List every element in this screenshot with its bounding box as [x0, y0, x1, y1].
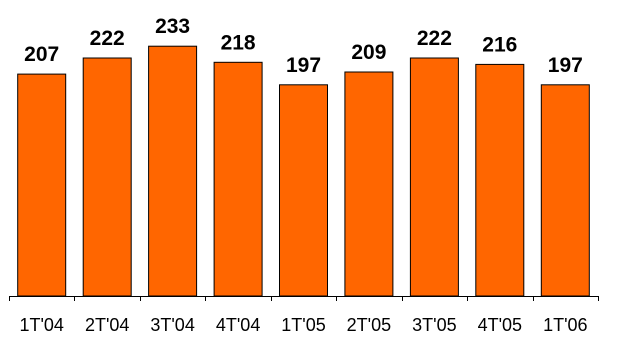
bar — [540, 84, 590, 297]
bar — [475, 63, 525, 297]
bar-value-label: 197 — [548, 54, 583, 77]
bar-value-label: 222 — [417, 27, 452, 50]
bar-value-label: 207 — [24, 43, 59, 66]
x-tick-label: 2T'05 — [347, 315, 391, 335]
x-tick-label: 1T'06 — [543, 315, 587, 335]
x-tick-label: 3T'04 — [150, 315, 194, 335]
x-tick-label: 3T'05 — [412, 315, 456, 335]
x-tick-label: 1T'05 — [281, 315, 325, 335]
bar-value-label: 218 — [221, 31, 256, 54]
x-tick-label: 4T'04 — [216, 315, 260, 335]
value-labels-layer: 207 222 233 218 197 209 222 216 197 — [24, 15, 583, 77]
x-tick-label: 1T'04 — [19, 315, 63, 335]
x-tick-labels: 1T'04 2T'04 3T'04 4T'04 1T'05 2T'05 3T'05 4T'05… — [19, 315, 587, 335]
x-axis — [9, 296, 599, 301]
bar — [82, 57, 132, 297]
bar — [213, 61, 263, 297]
bar — [279, 84, 328, 297]
bar — [409, 57, 459, 297]
bar-value-label: 233 — [155, 15, 190, 38]
bar-value-label: 222 — [90, 27, 125, 50]
bar — [17, 73, 67, 297]
bars-layer — [17, 45, 590, 297]
bar — [344, 71, 394, 297]
bar-value-label: 216 — [482, 33, 517, 56]
bar — [148, 45, 198, 297]
x-tick-label: 4T'05 — [478, 315, 522, 335]
bar-value-label: 197 — [286, 54, 321, 77]
bar-value-label: 209 — [351, 41, 386, 64]
x-tick-label: 2T'04 — [85, 315, 129, 335]
